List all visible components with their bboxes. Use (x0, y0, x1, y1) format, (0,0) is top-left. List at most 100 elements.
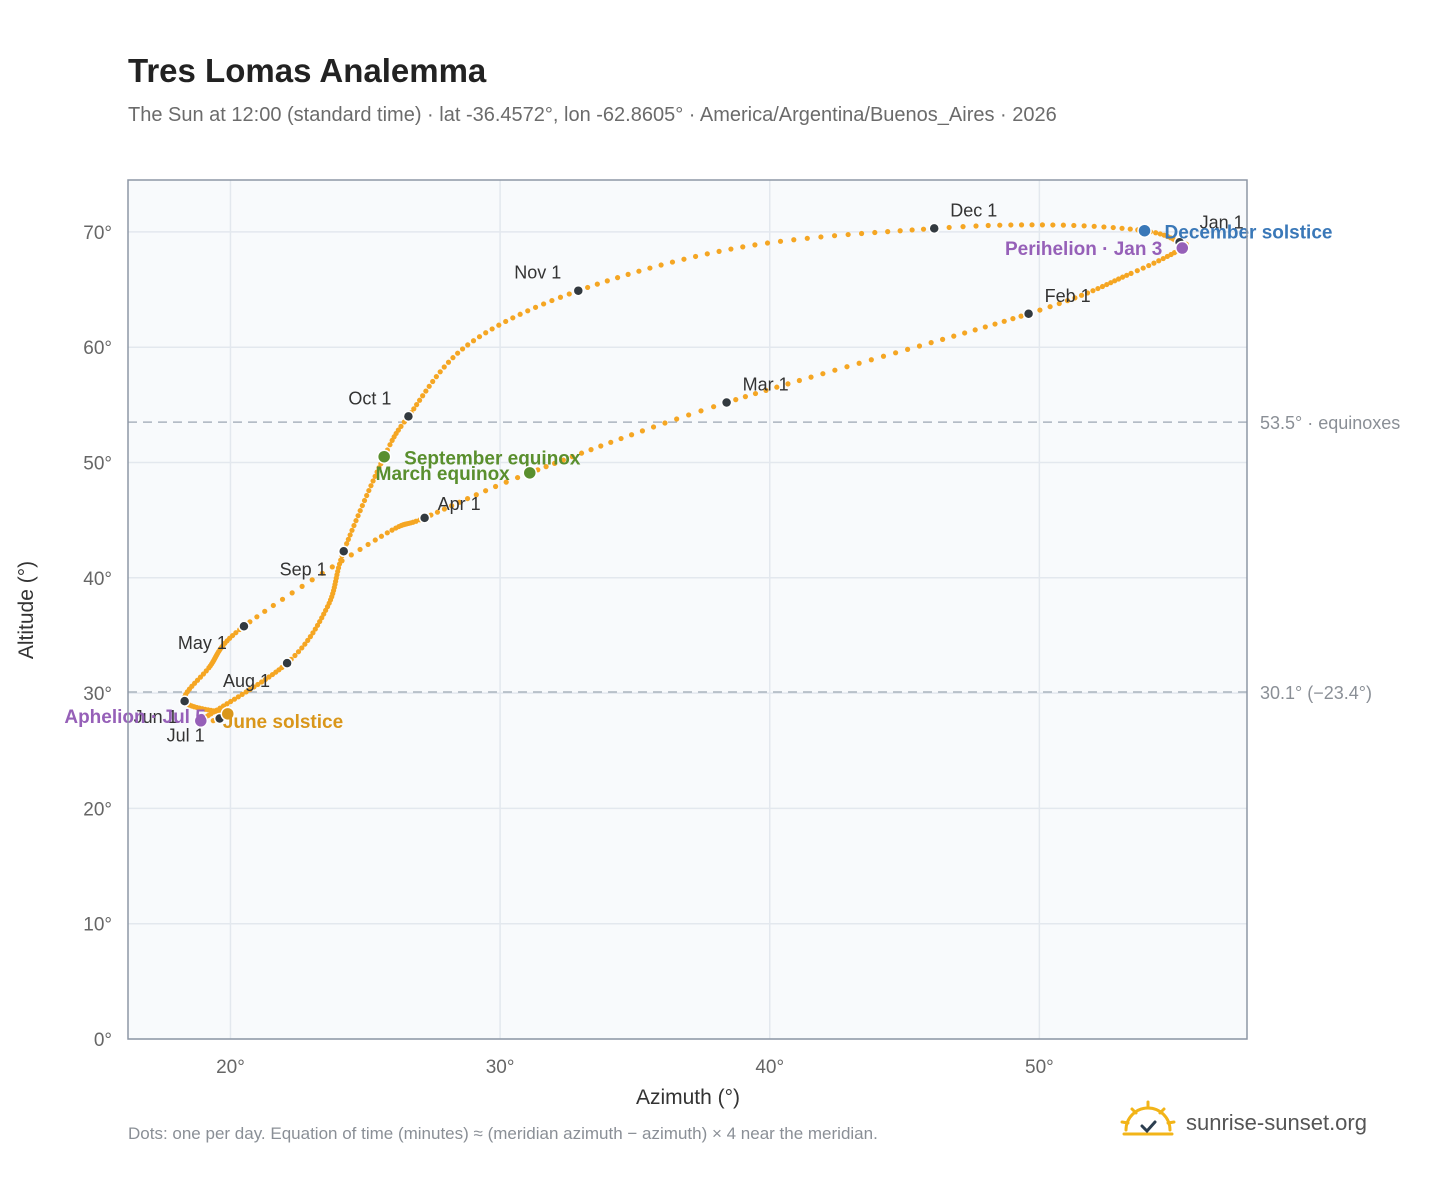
day-dot (742, 394, 749, 400)
day-dot (716, 248, 722, 254)
day-dot (384, 530, 390, 536)
day-dot (1112, 278, 1118, 284)
day-dot (411, 406, 417, 412)
day-dot (445, 359, 452, 365)
reference-line-label: 53.5° · equinoxes (1260, 413, 1400, 433)
day-dot (441, 506, 447, 512)
month-marker (178, 695, 191, 707)
day-dot (420, 393, 426, 399)
day-dot (928, 340, 934, 346)
day-dot (374, 469, 380, 475)
y-tick-label: 60° (83, 338, 112, 359)
day-dot (255, 681, 261, 688)
day-dot (372, 473, 378, 479)
day-dot (312, 626, 318, 632)
day-dot (686, 412, 692, 418)
month-marker (337, 545, 350, 558)
day-dot (231, 696, 238, 702)
event-marker (220, 706, 236, 722)
day-dot (1153, 230, 1159, 236)
event-marker (1175, 240, 1190, 256)
month-marker (418, 512, 431, 524)
day-dot (662, 420, 668, 426)
day-dot (872, 229, 878, 236)
day-dot (1001, 318, 1007, 324)
day-dot (740, 244, 746, 250)
month-label: Nov 1 (514, 263, 561, 283)
brand-name: sunrise-sunset.org (1186, 1110, 1367, 1135)
day-dot (344, 540, 350, 547)
day-dot (578, 450, 585, 456)
day-dot (763, 387, 769, 393)
day-dot (608, 439, 614, 445)
day-dot (299, 583, 305, 589)
day-dot (1101, 224, 1107, 230)
event-label: September equinox (404, 449, 581, 470)
day-dot (1084, 290, 1091, 296)
y-tick-label: 10° (83, 915, 112, 936)
day-dot (459, 346, 466, 352)
day-dot (985, 222, 991, 229)
x-tick-label: 40° (755, 1057, 784, 1078)
day-dot (1064, 298, 1071, 304)
day-dot (804, 235, 810, 241)
y-tick-label: 0° (94, 1030, 112, 1051)
event-marker (1137, 223, 1152, 238)
month-marker (572, 284, 585, 297)
day-dot (1157, 231, 1163, 237)
day-dot (982, 324, 988, 330)
day-dot (434, 509, 441, 515)
day-dot (560, 457, 566, 463)
day-dot (549, 297, 555, 304)
day-dot (916, 343, 923, 349)
day-dot (880, 353, 887, 359)
day-dot (796, 377, 802, 384)
day-dot (1060, 222, 1066, 228)
day-dot (972, 327, 978, 333)
day-dot (585, 284, 591, 291)
day-dot (525, 308, 531, 314)
day-dot (893, 350, 899, 356)
day-dot (832, 367, 838, 373)
day-dot (1039, 222, 1046, 228)
day-dot (235, 694, 241, 700)
y-tick-label: 50° (83, 453, 112, 474)
day-dot (357, 546, 363, 553)
day-dot (669, 259, 676, 265)
axis-ticks: 20° 30° 40° 50° 0° 10° 20° 30° 40° 50° 60° 70° (83, 223, 1053, 1078)
day-dot (588, 447, 594, 453)
day-dot (357, 508, 363, 514)
day-dot (962, 330, 968, 336)
month-marker (720, 396, 733, 409)
day-dot (310, 630, 316, 636)
day-dot (489, 326, 495, 332)
day-dot (1008, 222, 1014, 228)
day-dot (973, 223, 979, 229)
day-dot (455, 350, 461, 356)
day-dot (1018, 313, 1024, 319)
day-dot (818, 234, 824, 240)
chart-title: Tres Lomas Analemma (128, 52, 487, 89)
day-dot (858, 230, 865, 237)
day-dot (414, 402, 420, 408)
day-dot (1050, 222, 1056, 228)
day-dot (398, 423, 404, 429)
day-dot (844, 364, 850, 370)
day-dot (492, 483, 499, 490)
day-dot (1071, 222, 1077, 229)
day-dot (426, 383, 432, 389)
event-label: Perihelion · Jan 3 (1005, 239, 1162, 260)
day-dot (395, 427, 401, 433)
event-marker (193, 713, 209, 729)
month-marker (402, 410, 415, 423)
day-dot (885, 229, 891, 235)
day-dot (920, 226, 927, 232)
day-dot (698, 408, 704, 414)
day-dot (752, 390, 759, 397)
month-label: Sep 1 (280, 559, 327, 579)
x-axis-label: Azimuth (°) (636, 1086, 740, 1109)
day-dot (1110, 224, 1116, 231)
day-dot (1091, 223, 1097, 229)
brand[interactable]: sunrise-sunset.org (1120, 1100, 1367, 1146)
